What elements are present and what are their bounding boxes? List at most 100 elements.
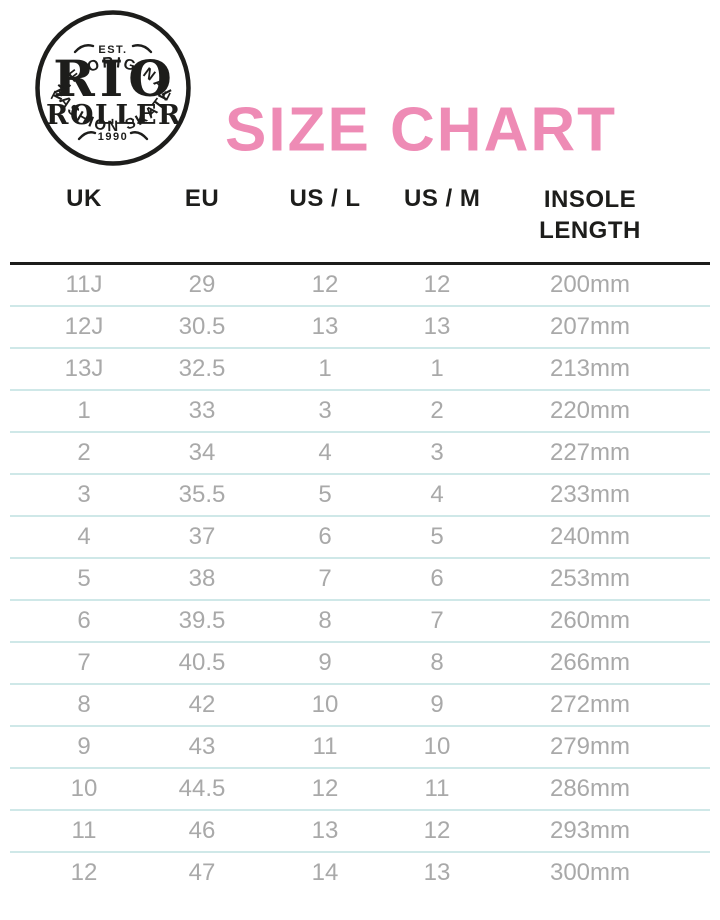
page-title: SIZE CHART (225, 95, 617, 165)
table-cell: 46 (158, 809, 246, 853)
table-cell: 10 (10, 767, 158, 811)
rio-roller-logo: THE ORIGINAL EST. RIO ROLLER 1990 FASHIO… (35, 10, 191, 166)
table-cell: 13 (404, 305, 470, 349)
table-cell: 13J (10, 347, 158, 391)
table-cell: 4 (404, 473, 470, 517)
logo-est-text: EST. (98, 44, 127, 56)
table-row: 5 38 7 6 253mm (10, 557, 710, 601)
table-cell: 253mm (470, 557, 710, 601)
table-cell: 12J (10, 305, 158, 349)
table-cell: 33 (158, 389, 246, 433)
table-row: 8 42 10 9 272mm (10, 683, 710, 727)
col-header-uk: UK (10, 183, 158, 266)
size-chart-table: UK EU US / L US / M INSOLE LENGTH 11J 29 1… (10, 183, 710, 894)
table-cell: 6 (246, 515, 404, 559)
table-header-row: UK EU US / L US / M INSOLE LENGTH (10, 183, 710, 266)
table-cell: 9 (246, 641, 404, 685)
table-cell: 260mm (470, 599, 710, 643)
table-cell: 12 (404, 263, 470, 307)
table-cell: 11 (246, 725, 404, 769)
table-cell: 207mm (470, 305, 710, 349)
table-cell: 47 (188, 859, 216, 887)
table-cell: 10 (404, 725, 470, 769)
header: THE ORIGINAL EST. RIO ROLLER 1990 FASHIO… (0, 0, 720, 183)
size-table-body: 11J 29 12 12 200mm 12J 30.5 13 13 207mm 13J 32.5 1 1 2… (10, 263, 710, 894)
table-row: 7 40.5 9 8 266mm (10, 641, 710, 685)
table-cell: 40.5 (158, 641, 246, 685)
table-cell: 12 (246, 767, 404, 811)
table-cell: 32.5 (158, 347, 246, 391)
table-cell: 3 (10, 473, 158, 517)
table-cell: 2 (404, 389, 470, 433)
table-cell: 38 (158, 557, 246, 601)
table-cell: 5 (246, 473, 404, 517)
table-cell: 266mm (470, 641, 710, 685)
table-cell: 13 (423, 859, 451, 887)
table-row: 12 47 14 13 300mm (10, 852, 710, 894)
table-cell: 286mm (470, 767, 710, 811)
logo-est-left-swash (73, 44, 95, 54)
table-cell: 13 (246, 809, 404, 853)
col-header-insole-length: INSOLE LENGTH (470, 183, 710, 266)
table-cell: 3 (404, 431, 470, 475)
col-header-eu: EU (158, 183, 246, 266)
table-cell: 12 (404, 809, 470, 853)
table-cell: 3 (246, 389, 404, 433)
table-cell: 8 (246, 599, 404, 643)
table-cell: 5 (10, 557, 158, 601)
table-cell: 42 (158, 683, 246, 727)
table-cell: 9 (10, 725, 158, 769)
table-row: 9 43 11 10 279mm (10, 725, 710, 769)
table-row: 4 37 6 5 240mm (10, 515, 710, 559)
table-cell: 11 (404, 767, 470, 811)
table-cell: 8 (404, 641, 470, 685)
table-cell: 12 (246, 263, 404, 307)
logo-year-right-swash (129, 131, 149, 141)
table-row: 12J 30.5 13 13 207mm (10, 305, 710, 349)
table-cell: 11J (10, 263, 158, 307)
table-cell: 9 (404, 683, 470, 727)
table-row: 11J 29 12 12 200mm (10, 263, 710, 307)
table-cell: 30.5 (158, 305, 246, 349)
table-row: 2 34 4 3 227mm (10, 431, 710, 475)
table-row: 11 46 13 12 293mm (10, 809, 710, 853)
table-cell: 200mm (470, 263, 710, 307)
table-cell: 39.5 (158, 599, 246, 643)
table-cell: 227mm (470, 431, 710, 475)
table-cell: 43 (158, 725, 246, 769)
table-cell: 7 (246, 557, 404, 601)
logo-year-left-swash (77, 131, 97, 141)
col-header-us-m: US / M (404, 183, 480, 266)
table-cell: 1 (246, 347, 404, 391)
table-cell: 11 (10, 809, 158, 853)
table-cell: 1 (404, 347, 470, 391)
table-cell: 213mm (470, 347, 710, 391)
table-cell: 220mm (470, 389, 710, 433)
table-cell: 10 (246, 683, 404, 727)
col-header-us-l: US / L (246, 183, 404, 266)
table-cell: 37 (158, 515, 246, 559)
table-cell: 6 (404, 557, 470, 601)
table-row: 6 39.5 8 7 260mm (10, 599, 710, 643)
table-cell: 14 (311, 859, 339, 887)
table-cell: 272mm (470, 683, 710, 727)
table-cell: 35.5 (158, 473, 246, 517)
table-cell: 29 (158, 263, 246, 307)
table-cell: 233mm (470, 473, 710, 517)
logo-brand-roller: ROLLER (46, 100, 182, 131)
table-cell: 7 (10, 641, 158, 685)
table-cell: 8 (10, 683, 158, 727)
table-cell: 4 (10, 515, 158, 559)
table-row: 10 44.5 12 11 286mm (10, 767, 710, 811)
table-cell: 6 (10, 599, 158, 643)
table-cell: 2 (10, 431, 158, 475)
table-cell: 240mm (470, 515, 710, 559)
table-cell: 4 (246, 431, 404, 475)
table-cell: 5 (404, 515, 470, 559)
table-cell: 300mm (549, 859, 631, 887)
table-cell: 293mm (470, 809, 710, 853)
table-cell: 279mm (470, 725, 710, 769)
table-cell: 7 (404, 599, 470, 643)
table-cell: 34 (158, 431, 246, 475)
table-cell: 13 (246, 305, 404, 349)
